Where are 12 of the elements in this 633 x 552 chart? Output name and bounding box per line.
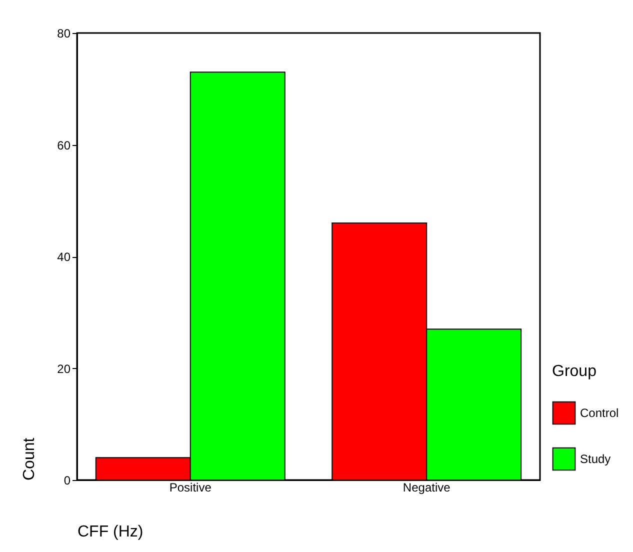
- y-tick-label: 60: [57, 138, 71, 152]
- x-tick-label: Positive: [169, 480, 212, 494]
- x-tick-label: Negative: [402, 480, 451, 494]
- y-tick-label: 80: [57, 26, 71, 40]
- x-axis-title: CFF (Hz): [78, 524, 144, 540]
- legend-title: Group: [552, 363, 597, 380]
- y-tick-label: 20: [57, 362, 71, 376]
- legend-label: Study: [580, 452, 611, 466]
- y-tick-label: 0: [64, 474, 71, 488]
- y-tick-label: 40: [57, 250, 71, 264]
- legend-label: Control: [580, 406, 619, 420]
- y-axis-title: Count: [21, 437, 38, 480]
